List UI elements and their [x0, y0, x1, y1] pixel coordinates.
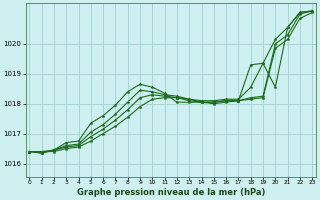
X-axis label: Graphe pression niveau de la mer (hPa): Graphe pression niveau de la mer (hPa) — [76, 188, 265, 197]
